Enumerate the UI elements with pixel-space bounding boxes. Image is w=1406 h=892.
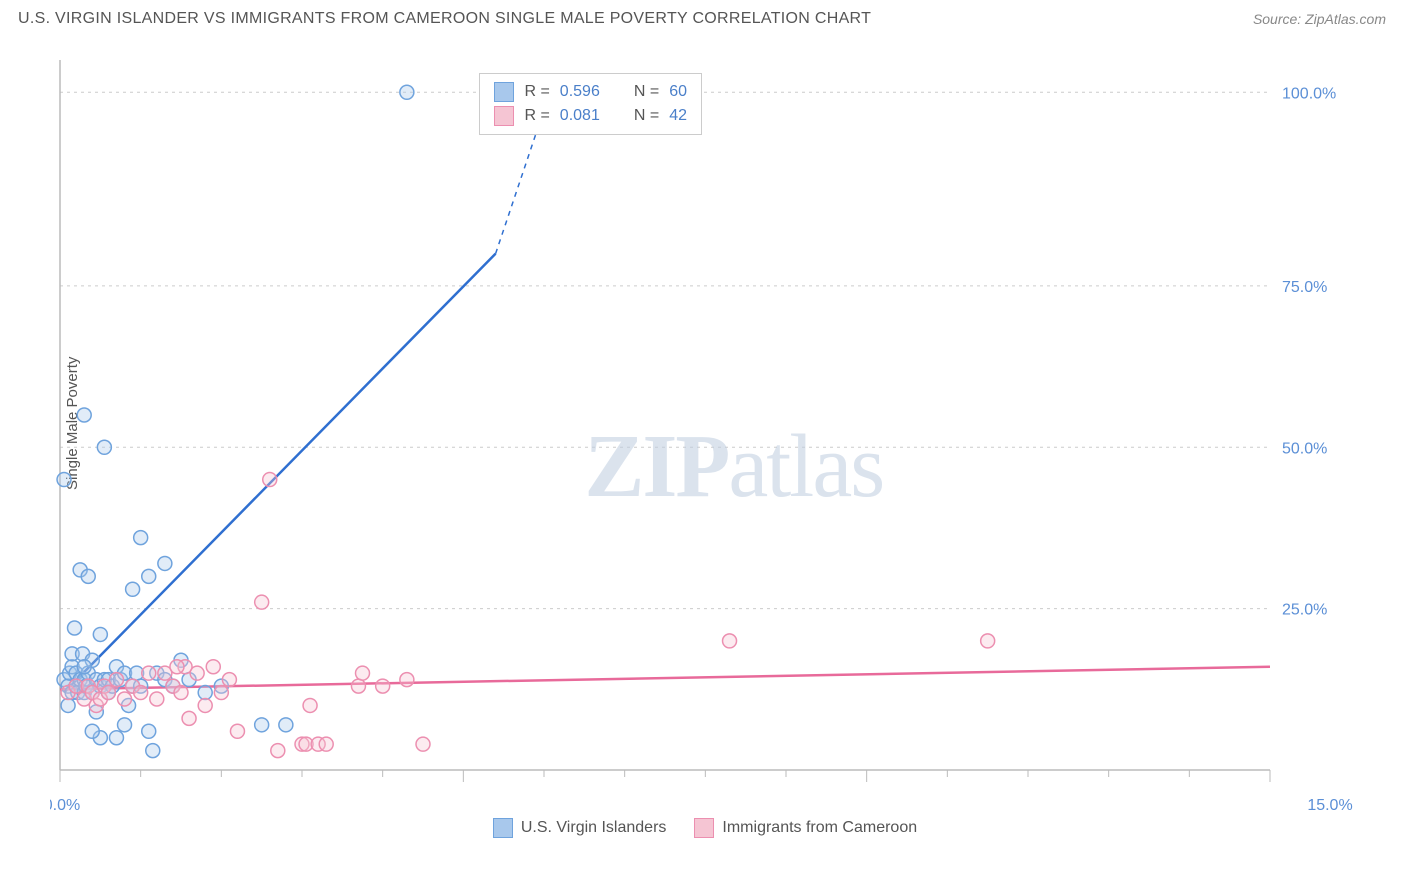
series-name: Immigrants from Cameroon <box>722 819 917 837</box>
scatter-plot: 25.0% 50.0% 75.0% 100.0% 0.0% 15.0% <box>50 50 1360 840</box>
series-name: U.S. Virgin Islanders <box>521 819 667 837</box>
chart-title: U.S. VIRGIN ISLANDER VS IMMIGRANTS FROM … <box>18 10 871 28</box>
svg-text:15.0%: 15.0% <box>1307 797 1352 814</box>
svg-text:25.0%: 25.0% <box>1282 602 1327 619</box>
chart-area: Single Male Poverty 25.0%50.0%75.0%100.0… <box>50 50 1360 840</box>
n-value: 60 <box>669 83 687 101</box>
r-label: R = <box>524 83 549 101</box>
svg-text:75.0%: 75.0% <box>1282 279 1327 296</box>
stats-legend-row: R = 0.081 N = 42 <box>494 104 687 128</box>
legend-swatch <box>493 818 513 838</box>
r-value: 0.596 <box>560 83 600 101</box>
svg-text:0.0%: 0.0% <box>50 797 80 814</box>
svg-text:100.0%: 100.0% <box>1282 85 1336 102</box>
n-value: 42 <box>669 107 687 125</box>
source-attribution: Source: ZipAtlas.com <box>1253 11 1386 27</box>
legend-swatch <box>694 818 714 838</box>
legend-swatch <box>494 106 514 126</box>
series-legend-item: Immigrants from Cameroon <box>694 818 917 838</box>
r-label: R = <box>524 107 549 125</box>
chart-header: U.S. VIRGIN ISLANDER VS IMMIGRANTS FROM … <box>0 0 1406 32</box>
svg-text:50.0%: 50.0% <box>1282 440 1327 457</box>
series-legend: U.S. Virgin Islanders Immigrants from Cam… <box>50 818 1360 838</box>
n-label: N = <box>634 83 659 101</box>
stats-legend-row: R = 0.596 N = 60 <box>494 80 687 104</box>
stats-legend: R = 0.596 N = 60 R = 0.081 N = 42 <box>479 73 702 135</box>
r-value: 0.081 <box>560 107 600 125</box>
series-legend-item: U.S. Virgin Islanders <box>493 818 667 838</box>
n-label: N = <box>634 107 659 125</box>
legend-swatch <box>494 82 514 102</box>
